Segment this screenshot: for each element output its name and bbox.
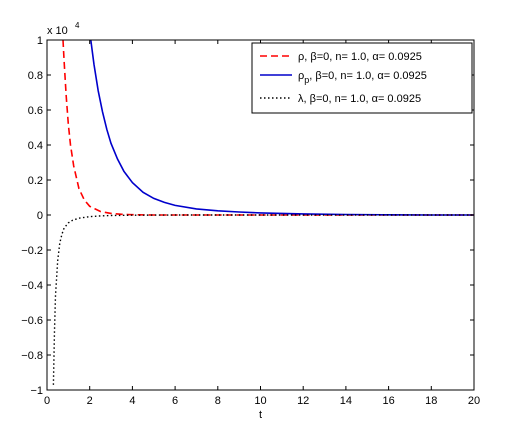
x-tick-label: 14 xyxy=(340,395,352,407)
y-tick-label: 1 xyxy=(37,35,43,47)
legend-box xyxy=(251,42,473,114)
plot-area-group xyxy=(52,40,474,385)
y-scale-note: x 10 xyxy=(47,25,68,37)
x-tick-label: 8 xyxy=(215,395,221,407)
legend-label-2: ρp, β=0, n= 1.0, α= 0.0925 xyxy=(298,70,427,85)
y-tick-label: 0 xyxy=(37,210,43,222)
y-tick-label: −0.6 xyxy=(21,315,43,327)
series-line-1 xyxy=(62,40,474,216)
x-axis-label: t xyxy=(259,409,262,421)
y-tick-label: −0.8 xyxy=(21,350,43,362)
x-tick-label: 2 xyxy=(87,395,93,407)
x-tick-label: 10 xyxy=(254,395,266,407)
x-tick-label: 4 xyxy=(129,395,135,407)
y-tick-label: −0.2 xyxy=(21,245,43,257)
y-tick-label: 0.4 xyxy=(28,140,43,152)
y-tick-label: 0.2 xyxy=(28,175,43,187)
x-tick-label: 18 xyxy=(425,395,437,407)
x-tick-label: 12 xyxy=(297,395,309,407)
y-tick-label: −1 xyxy=(30,385,43,397)
y-tick-label: 0.8 xyxy=(28,70,43,82)
axes-group: 0 2 4 6 8 10 12 14 16 18 20 1 0.8 0.6 0.4 0.2 0 −0.2 −0.4 −… xyxy=(21,21,480,421)
x-tick-label: 20 xyxy=(468,395,480,407)
series-line-2 xyxy=(90,40,474,216)
legend-label-3: λ, β=0, n= 1.0, α= 0.0925 xyxy=(298,93,421,105)
x-tick-label: 16 xyxy=(382,395,394,407)
x-tick-label: 6 xyxy=(172,395,178,407)
legend: ρ, β=0, n= 1.0, α= 0.0925 ρp, β=0, n= 1.0… xyxy=(251,42,473,114)
x-tick-label: 0 xyxy=(44,395,50,407)
y-scale-exponent: 4 xyxy=(75,21,80,30)
legend-label-1: ρ, β=0, n= 1.0, α= 0.0925 xyxy=(298,51,422,63)
y-tick-label: 0.6 xyxy=(28,105,43,117)
series-line-3 xyxy=(52,214,474,385)
y-tick-label: −0.4 xyxy=(21,280,43,292)
